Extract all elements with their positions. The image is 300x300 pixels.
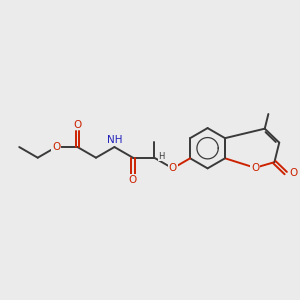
Text: NH: NH	[107, 135, 122, 145]
Text: O: O	[74, 120, 82, 130]
Text: O: O	[129, 175, 137, 185]
Text: H: H	[158, 152, 164, 161]
Text: O: O	[169, 164, 177, 173]
Text: O: O	[52, 142, 60, 152]
Text: O: O	[289, 168, 298, 178]
Text: O: O	[251, 163, 259, 173]
